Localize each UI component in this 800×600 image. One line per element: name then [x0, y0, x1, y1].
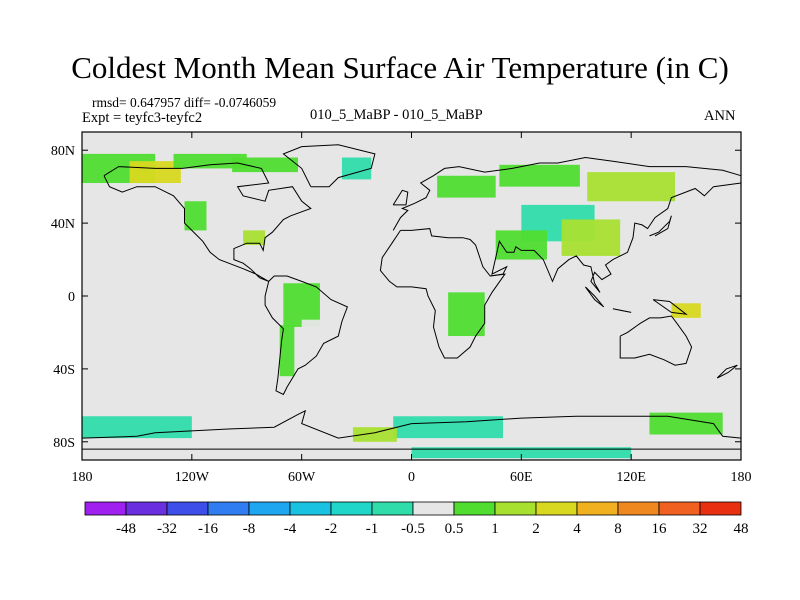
colorbar-label: -0.5 — [401, 521, 425, 537]
anomaly-cell — [587, 172, 676, 202]
colorbar-label: -48 — [116, 521, 136, 537]
colorbar-label: -4 — [284, 521, 297, 537]
anomaly-cell — [404, 212, 449, 235]
chart-title: Coldest Month Mean Surface Air Temperatu… — [71, 50, 729, 85]
y-tick-label: 40S — [53, 363, 75, 378]
colorbar-label: 16 — [652, 521, 668, 537]
y-tick-label: 80S — [53, 436, 75, 451]
coastline — [392, 156, 742, 231]
colorbar-label: 2 — [532, 521, 540, 537]
colorbar-box — [658, 501, 701, 516]
experiment-label: Expt = teyfc3-teyfc2 — [82, 110, 203, 126]
coastline — [81, 409, 742, 439]
colorbar-label: 4 — [573, 521, 581, 537]
anomaly-cell — [82, 416, 192, 439]
colorbar-box — [453, 501, 496, 516]
colorbar-label: -2 — [325, 521, 338, 537]
anomaly-cell — [411, 447, 632, 459]
coastline — [716, 364, 738, 379]
colorbar-box — [248, 501, 291, 516]
anomaly-layer — [82, 153, 723, 459]
colorbar-box — [412, 501, 455, 516]
season-label: ANN — [704, 108, 736, 124]
coastline — [584, 286, 605, 308]
y-tick-label: 80N — [51, 144, 75, 159]
colorbar-label: -16 — [198, 521, 218, 537]
colorbar-label: -8 — [243, 521, 256, 537]
x-tick-label: 180 — [72, 470, 93, 485]
colorbar-label: -1 — [366, 521, 379, 537]
coastline — [264, 275, 349, 396]
coastline — [400, 182, 742, 293]
anomaly-cell — [671, 303, 701, 318]
anomaly-cell — [352, 427, 397, 442]
anomaly-cell — [393, 416, 504, 439]
stats-label: rmsd= 0.647957 diff= -0.0746059 — [92, 95, 277, 110]
coastline — [652, 299, 688, 315]
coastline — [612, 308, 632, 313]
anomaly-cell — [118, 439, 266, 451]
anomaly-cell — [448, 292, 485, 337]
x-tick-label: 120E — [616, 470, 646, 485]
colorbar-box — [166, 501, 209, 516]
colorbar-box — [494, 501, 537, 516]
anomaly-cell — [243, 230, 266, 245]
anomaly-cell — [279, 325, 295, 377]
colorbar-label: 1 — [491, 521, 499, 537]
anomaly-cell — [173, 153, 247, 169]
x-tick-label: 120W — [175, 470, 210, 485]
colorbar-label: 32 — [693, 521, 708, 537]
anomaly-cell — [561, 219, 621, 256]
coastline — [619, 315, 693, 366]
colorbar-box — [617, 501, 660, 516]
colorbar-label: 0.5 — [445, 521, 464, 537]
colorbar-box — [535, 501, 578, 516]
anomaly-cell — [442, 336, 472, 358]
anomaly-cell — [437, 175, 496, 198]
colorbar-label: 8 — [614, 521, 622, 537]
anomaly-cell — [521, 421, 668, 444]
anomaly-cell — [649, 412, 723, 435]
colorbar-box — [330, 501, 373, 516]
y-tick-label: 0 — [68, 290, 75, 305]
anomaly-cell — [232, 157, 299, 173]
period-label: 010_5_MaBP - 010_5_MaBP — [310, 107, 483, 123]
coastline — [103, 162, 312, 282]
coastline — [282, 144, 376, 188]
colorbar: -48 -32 -16 -8 -4 -2 -1 -0.5 0.5 1 2 4 8 16 32 48 — [84, 501, 749, 537]
x-tick-label: 0 — [408, 470, 415, 485]
x-tick-label: 180 — [731, 470, 752, 485]
colorbar-label: -32 — [157, 521, 177, 537]
anomaly-cell — [129, 161, 181, 184]
y-axis: 80N 40N 0 40S 80S — [51, 144, 741, 451]
coastline-layer — [81, 144, 742, 450]
x-tick-label: 60E — [510, 470, 533, 485]
coastline — [649, 215, 672, 237]
colorbar-box — [576, 501, 619, 516]
anomaly-cell — [499, 164, 580, 187]
colorbar-box — [125, 501, 168, 516]
anomaly-cell — [219, 168, 256, 198]
x-tick-label: 60W — [288, 470, 316, 485]
colorbar-box — [84, 501, 127, 516]
colorbar-label: 48 — [734, 521, 749, 537]
coastline — [392, 189, 409, 206]
anomaly-cell — [620, 326, 679, 357]
anomaly-cell — [341, 157, 372, 180]
anomaly-cell — [184, 201, 207, 231]
colorbar-box — [207, 501, 250, 516]
colorbar-box — [371, 501, 414, 516]
y-tick-label: 40N — [51, 217, 75, 232]
colorbar-box — [289, 501, 332, 516]
colorbar-box — [699, 501, 742, 516]
coastline — [379, 230, 506, 359]
x-axis: 180 120W 60W 0 60E 120E 180 — [72, 132, 752, 485]
anomaly-cell — [213, 215, 244, 238]
